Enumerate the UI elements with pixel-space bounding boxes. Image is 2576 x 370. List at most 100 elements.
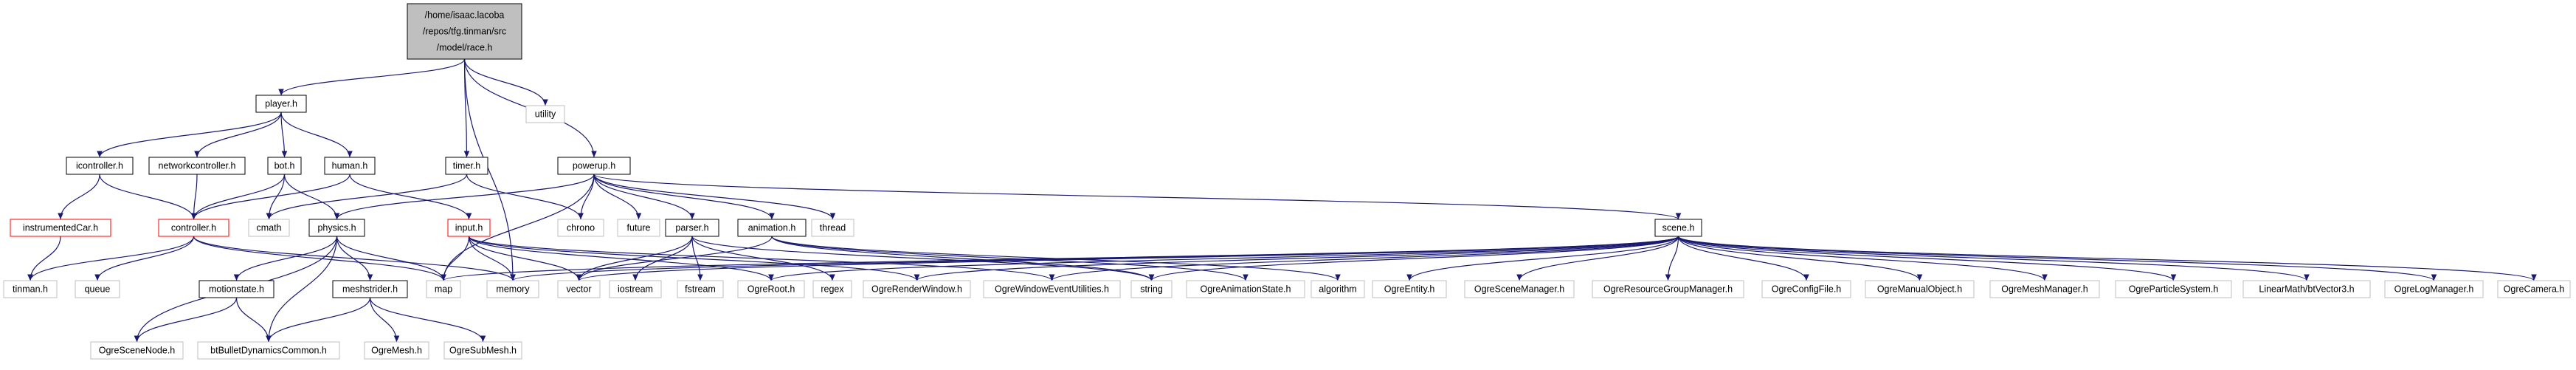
- node-box: [90, 341, 184, 360]
- node-label: networkcontroller.h: [159, 161, 236, 171]
- node-ogremeshmanager: OgreMeshManager.h: [1989, 280, 2100, 298]
- node-box: [863, 280, 971, 298]
- node-label: OgreManualObject.h: [1877, 284, 1962, 295]
- node-algorithm: algorithm: [1311, 280, 1365, 298]
- node-parser[interactable]: parser.h: [665, 219, 719, 237]
- node-label: animation.h: [748, 223, 796, 233]
- edge-physics-to-meshstrider: [336, 236, 373, 281]
- node-box: [1311, 280, 1365, 298]
- node-box: [2384, 280, 2484, 298]
- node-ogresubmesh: OgreSubMesh.h: [443, 341, 522, 360]
- edge-bot-to-controller: [190, 174, 286, 220]
- node-motionstate[interactable]: motionstate.h: [198, 280, 274, 298]
- node-box: [1865, 280, 1975, 298]
- node-tinman: tinman.h: [3, 280, 58, 298]
- node-box: [443, 341, 522, 360]
- edge-player-to-human: [280, 112, 353, 158]
- node-map: map: [426, 280, 461, 298]
- node-label: motionstate.h: [209, 284, 264, 295]
- edge-parser-to-vector: [576, 236, 693, 281]
- node-race[interactable]: /home/isaac.lacoba/repos/tfg.tinman/src /…: [407, 3, 522, 60]
- node-vector: vector: [557, 280, 601, 298]
- node-box: [811, 219, 854, 237]
- node-icontroller[interactable]: icontroller.h: [66, 157, 134, 175]
- node-bot[interactable]: bot.h: [267, 157, 302, 175]
- node-ogrelogmanager: OgreLogManager.h: [2384, 280, 2484, 298]
- node-fstream: fstream: [677, 280, 724, 298]
- node-timer[interactable]: timer.h: [445, 157, 488, 175]
- node-box: [677, 280, 724, 298]
- edge-powerup-to-parser: [593, 174, 695, 220]
- node-label: /home/isaac.lacoba: [425, 10, 505, 21]
- node-physics[interactable]: physics.h: [308, 219, 365, 237]
- node-controller[interactable]: controller.h: [158, 219, 229, 237]
- node-label: OgreResourceGroupManager.h: [1603, 284, 1733, 295]
- node-box: [198, 280, 274, 298]
- node-label: future: [627, 223, 651, 233]
- node-human[interactable]: human.h: [324, 157, 376, 175]
- node-string: string: [1130, 280, 1173, 298]
- node-player[interactable]: player.h: [255, 95, 307, 113]
- node-label: queue: [85, 284, 111, 295]
- edge-race-to-memory: [463, 58, 516, 281]
- edge-scene-to-ogreroot: [768, 236, 1679, 281]
- node-label: OgreSceneManager.h: [1474, 284, 1564, 295]
- node-label: LinearMath/btVector3.h: [2259, 284, 2354, 295]
- node-btbullet: btBulletDynamicsCommon.h: [197, 341, 340, 360]
- node-linearmath: LinearMath/btVector3.h: [2242, 280, 2371, 298]
- edge-controller-to-map: [193, 236, 446, 281]
- node-box: [1464, 280, 1575, 298]
- edge-powerup-to-animation: [593, 174, 775, 220]
- node-meshstrider[interactable]: meshstrider.h: [332, 280, 408, 298]
- edge-bot-to-physics: [283, 174, 340, 220]
- node-label: OgreEntity.h: [1384, 284, 1435, 295]
- node-instrumentedcar[interactable]: instrumentedCar.h: [10, 219, 111, 237]
- edge-human-to-controller: [190, 174, 351, 220]
- node-box: [10, 219, 111, 237]
- node-label: regex: [821, 284, 844, 295]
- node-ogreentity: OgreEntity.h: [1372, 280, 1447, 298]
- node-label: OgreRoot.h: [747, 284, 795, 295]
- node-box: [148, 157, 246, 175]
- node-input[interactable]: input.h: [447, 219, 491, 237]
- node-animation[interactable]: animation.h: [737, 219, 807, 237]
- node-box: [75, 280, 120, 298]
- node-label: icontroller.h: [76, 161, 123, 171]
- node-powerup[interactable]: powerup.h: [557, 157, 631, 175]
- node-label: bot.h: [274, 161, 295, 171]
- node-label: /repos/tfg.tinman/src: [423, 27, 506, 37]
- node-scene[interactable]: scene.h: [1654, 219, 1702, 237]
- edge-player-to-bot: [280, 112, 288, 158]
- node-ogreresourcegroupmanager: OgreResourceGroupManager.h: [1592, 280, 1744, 298]
- node-box: [1761, 280, 1851, 298]
- node-ogreconfigfile: OgreConfigFile.h: [1761, 280, 1851, 298]
- node-ogreroot: OgreRoot.h: [737, 280, 805, 298]
- node-iostream: iostream: [609, 280, 662, 298]
- node-ogrerenderwindow: OgreRenderWindow.h: [863, 280, 971, 298]
- node-label: instrumentedCar.h: [23, 223, 98, 233]
- node-thread: thread: [811, 219, 854, 237]
- node-label: OgreCamera.h: [2504, 284, 2565, 295]
- edge-scene-to-vector: [576, 236, 1679, 281]
- edge-input-to-ogrerenderwindow: [468, 236, 920, 281]
- edge-physics-to-btbullet: [266, 236, 338, 343]
- edge-scene-to-ogreparticlesystem: [1677, 236, 2177, 281]
- node-box: [812, 280, 852, 298]
- edge-parser-to-iostream: [632, 236, 693, 281]
- node-label: timer.h: [453, 161, 481, 171]
- node-box: [525, 105, 565, 123]
- node-box: [1592, 280, 1744, 298]
- node-label: /model/race.h: [437, 43, 493, 53]
- node-box: [557, 219, 604, 237]
- node-label: scene.h: [1662, 223, 1695, 233]
- edges-layer: [27, 58, 2537, 343]
- node-networkcontroller[interactable]: networkcontroller.h: [148, 157, 246, 175]
- edge-scene-to-ogrescenemanager: [1516, 236, 1679, 281]
- node-regex: regex: [812, 280, 852, 298]
- node-box: [609, 280, 662, 298]
- edge-powerup-to-thread: [593, 174, 836, 220]
- node-box: [2242, 280, 2371, 298]
- node-ogrewindowevent: OgreWindowEventUtilities.h: [983, 280, 1121, 298]
- node-box: [557, 280, 601, 298]
- node-box: [158, 219, 229, 237]
